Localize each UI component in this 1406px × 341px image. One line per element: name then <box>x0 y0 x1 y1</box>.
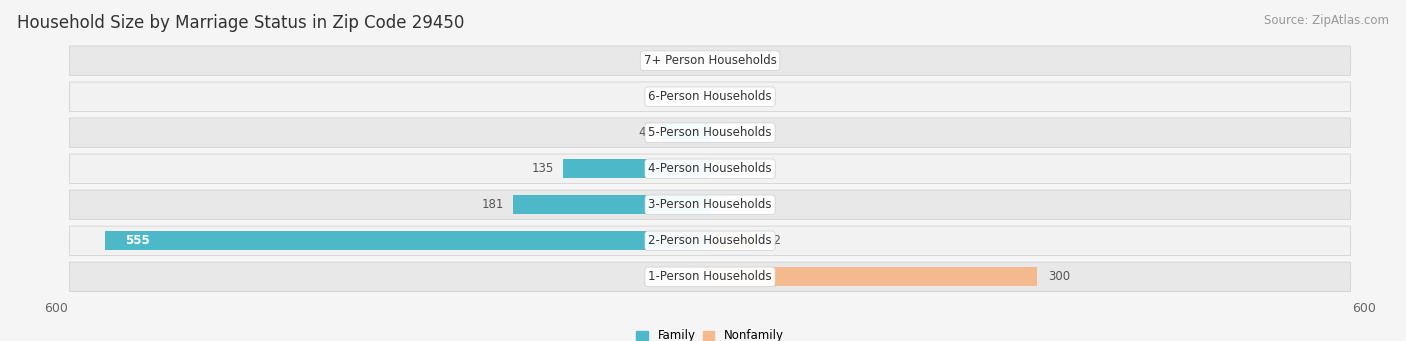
Text: Household Size by Marriage Status in Zip Code 29450: Household Size by Marriage Status in Zip… <box>17 14 464 32</box>
Bar <box>513 195 710 214</box>
Bar <box>105 232 710 250</box>
Text: 0: 0 <box>686 270 693 283</box>
Text: 300: 300 <box>1047 270 1070 283</box>
FancyBboxPatch shape <box>69 46 1351 75</box>
Bar <box>710 267 1038 286</box>
FancyBboxPatch shape <box>69 262 1351 292</box>
FancyBboxPatch shape <box>69 82 1351 112</box>
Text: 7+ Person Households: 7+ Person Households <box>644 54 776 67</box>
Text: 135: 135 <box>531 162 554 175</box>
Text: 6-Person Households: 6-Person Households <box>648 90 772 103</box>
Text: 4-Person Households: 4-Person Households <box>648 162 772 175</box>
Text: 44: 44 <box>638 126 654 139</box>
Text: 0: 0 <box>727 90 734 103</box>
Text: 42: 42 <box>766 234 782 247</box>
Legend: Family, Nonfamily: Family, Nonfamily <box>631 325 789 341</box>
Text: 1-Person Households: 1-Person Households <box>648 270 772 283</box>
Bar <box>662 123 710 142</box>
Text: 2-Person Households: 2-Person Households <box>648 234 772 247</box>
FancyBboxPatch shape <box>69 118 1351 148</box>
Text: 0: 0 <box>727 126 734 139</box>
FancyBboxPatch shape <box>69 154 1351 183</box>
Text: 0: 0 <box>727 54 734 67</box>
Text: 5-Person Households: 5-Person Households <box>648 126 772 139</box>
FancyBboxPatch shape <box>69 226 1351 256</box>
Bar <box>562 160 710 178</box>
FancyBboxPatch shape <box>69 190 1351 220</box>
Text: 555: 555 <box>125 234 149 247</box>
Text: 181: 181 <box>482 198 505 211</box>
Text: 0: 0 <box>727 162 734 175</box>
Text: 0: 0 <box>727 198 734 211</box>
Text: Source: ZipAtlas.com: Source: ZipAtlas.com <box>1264 14 1389 27</box>
Text: 0: 0 <box>686 54 693 67</box>
Bar <box>710 232 756 250</box>
Text: 3-Person Households: 3-Person Households <box>648 198 772 211</box>
Text: 0: 0 <box>686 90 693 103</box>
